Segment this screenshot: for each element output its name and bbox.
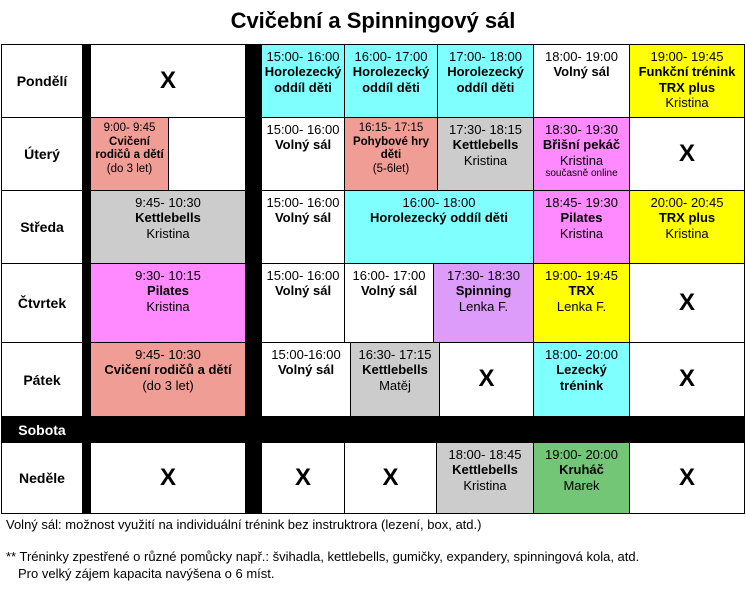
wed-slot-5: 20:00- 20:45 TRX plus Kristina	[629, 190, 745, 264]
page-title: Cvičební a Spinningový sál	[230, 8, 516, 33]
mon-slot-1: 15:00- 16:00 Horolezecký oddíl děti	[261, 44, 345, 118]
wed-slot-4: 18:45- 19:30 Pilates Kristina	[533, 190, 630, 264]
mon-slot-3: 17:00- 18:00 Horolezecký oddíl děti	[437, 44, 534, 118]
column-divider-middle	[246, 44, 261, 514]
footer-notes: Volný sál: možnost využití na individuál…	[6, 516, 742, 582]
wed-slot-1: 15:00- 16:00 Volný sál	[261, 190, 345, 264]
unavailable-x-mark: X	[678, 139, 695, 167]
sun-slot-5: X	[629, 442, 745, 514]
thu-slot-1: 15:00- 16:00 Volný sál	[261, 263, 345, 343]
mon-slot-2: 16:00- 17:00 Horolezecký oddíl děti	[344, 44, 438, 118]
day-label-monday: Pondělí	[1, 44, 83, 118]
thu-slot-3: 17:30- 18:30 Spinning Lenka F.	[433, 263, 534, 343]
fri-slot-2: 16:30- 17:15 Kettlebells Matěj	[350, 342, 440, 417]
sun-slot-3: 18:00- 18:45 Kettlebells Kristina	[436, 442, 534, 514]
tue-slot-1: 15:00- 16:00 Volný sál	[261, 117, 345, 191]
column-divider-left	[83, 44, 91, 514]
tue-morning-empty	[168, 117, 246, 191]
wed-morning-slot: 9:45- 10:30 Kettlebells Kristina	[90, 190, 246, 264]
footnote-capacity: Pro velký zájem kapacita navýšena o 6 mí…	[18, 566, 275, 581]
sun-slot-4: 19:00- 20:00 Kruháč Marek	[533, 442, 630, 514]
tue-slot-2: 16:15- 17:15 Pohybové hry děti (5-6let)	[344, 117, 438, 191]
tue-slot-5: X	[629, 117, 745, 191]
day-label-wednesday: Středa	[1, 190, 83, 264]
day-label-tuesday: Úterý	[1, 117, 83, 191]
unavailable-x-mark: X	[159, 463, 176, 491]
day-label-thursday: Čtvrtek	[1, 263, 83, 343]
unavailable-x-mark: X	[678, 463, 695, 491]
fri-slot-4: 18:00- 20:00 Lezecký trénink	[533, 342, 630, 417]
sun-slot-1: X	[261, 442, 345, 514]
sun-morning-cell: X	[90, 442, 246, 514]
fri-slot-3: X	[439, 342, 534, 417]
footnote-equipment: ** Tréninky zpestřené o různé pomůcky na…	[6, 549, 640, 564]
mon-slot-4: 18:00- 19:00 Volný sál	[533, 44, 630, 118]
fri-slot-1: 15:00-16:00 Volný sál	[261, 342, 351, 417]
fri-morning-slot: 9:45- 10:30 Cvičení rodičů a dětí (do 3 …	[90, 342, 246, 417]
unavailable-x-mark: X	[678, 288, 695, 316]
wed-slot-2: 16:00- 18:00 Horolezecký oddíl děti	[344, 190, 534, 264]
mon-slot-5: 19:00- 19:45 Funkční trénink TRX plus Kr…	[629, 44, 745, 118]
unavailable-x-mark: X	[678, 365, 695, 393]
fri-slot-5: X	[629, 342, 745, 417]
day-label-friday: Pátek	[1, 342, 83, 417]
tue-morning-slot: 9:00- 9:45 Cvičení rodičů a dětí (do 3 l…	[90, 117, 169, 191]
schedule-grid: Pondělí Úterý Středa Čtvrtek Pátek Neděl…	[0, 42, 746, 514]
thu-morning-slot: 9:30- 10:15 Pilates Kristina	[90, 263, 246, 343]
unavailable-x-mark: X	[159, 66, 176, 94]
footnote-free-hall: Volný sál: možnost využití na individuál…	[6, 517, 482, 532]
mon-morning-cell: X	[90, 44, 246, 118]
sun-slot-2: X	[344, 442, 437, 514]
unavailable-x-mark: X	[478, 365, 495, 393]
unavailable-x-mark: X	[382, 463, 399, 491]
day-label-sunday: Neděle	[1, 442, 83, 514]
tue-slot-3: 17:30- 18:15 Kettlebells Kristina	[437, 117, 534, 191]
tue-slot-4: 18:30- 19:30 Břišní pekáč Kristina souča…	[533, 117, 630, 191]
saturday-bar: Sobota	[1, 417, 745, 442]
day-label-saturday: Sobota	[18, 421, 66, 438]
unavailable-x-mark: X	[294, 463, 311, 491]
thu-slot-2: 16:00- 17:00 Volný sál	[344, 263, 434, 343]
thu-slot-5: X	[629, 263, 745, 343]
thu-slot-4: 19:00- 19:45 TRX Lenka F.	[533, 263, 630, 343]
